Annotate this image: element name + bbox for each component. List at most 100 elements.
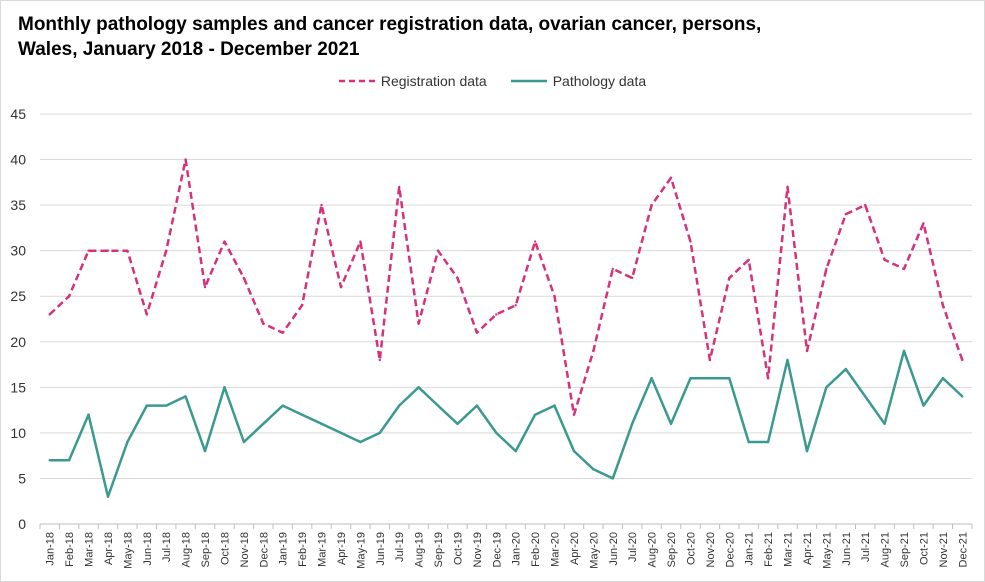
x-tick-label: Apr-21 — [802, 532, 814, 565]
data-point-registration — [475, 331, 479, 334]
data-point-registration — [378, 358, 381, 362]
data-point-registration — [223, 240, 226, 243]
data-point-registration — [126, 249, 129, 252]
x-tick-label: May-21 — [821, 532, 833, 569]
y-tick-label: 0 — [18, 516, 26, 532]
x-tick-label: Jul-21 — [860, 532, 872, 562]
data-point-pathology — [417, 386, 420, 389]
x-tick-label: Oct-21 — [918, 532, 930, 565]
data-point-pathology — [339, 431, 343, 435]
data-point-pathology — [281, 404, 284, 407]
data-point-registration — [941, 304, 945, 307]
data-point-registration — [145, 313, 148, 316]
data-point-pathology — [378, 431, 381, 435]
chart-legend: Registration data Pathology data — [0, 73, 985, 89]
data-point-registration — [572, 413, 576, 416]
data-point-pathology — [320, 422, 323, 425]
y-tick-label: 10 — [10, 425, 26, 441]
x-tick-label: Oct-20 — [685, 532, 697, 565]
chart-title-line-1: Monthly pathology samples and cancer reg… — [18, 14, 762, 35]
chart-title-line-2: Wales, January 2018 - December 2021 — [18, 39, 360, 60]
data-point-registration — [184, 158, 187, 161]
data-point-pathology — [864, 395, 867, 398]
data-point-registration — [883, 258, 886, 261]
x-tick-label: Sep-21 — [899, 532, 911, 567]
x-tick-label: Apr-20 — [569, 532, 581, 565]
data-point-registration — [805, 349, 809, 353]
data-point-pathology — [184, 395, 187, 398]
data-point-pathology — [203, 449, 207, 453]
data-point-registration — [728, 276, 731, 280]
data-point-pathology — [514, 449, 517, 453]
x-tick-label: Dec-18 — [258, 532, 270, 567]
data-point-pathology — [883, 422, 886, 425]
data-point-pathology — [572, 449, 576, 453]
x-tick-label: May-18 — [122, 532, 134, 569]
x-tick-label: Jan-18 — [45, 532, 57, 566]
y-tick-label: 40 — [10, 152, 26, 168]
data-point-registration — [203, 285, 207, 289]
data-point-registration — [398, 185, 401, 189]
data-point-registration — [786, 185, 789, 189]
x-tick-label: Aug-19 — [414, 532, 426, 567]
data-point-pathology — [436, 404, 440, 407]
data-point-registration — [650, 203, 653, 207]
x-tick-label: Mar-18 — [84, 532, 96, 567]
legend-item-pathology: Pathology data — [510, 73, 646, 89]
y-tick-label: 5 — [18, 470, 26, 486]
data-point-pathology — [689, 377, 692, 380]
data-point-pathology — [126, 440, 129, 444]
x-tick-label: Sep-20 — [666, 532, 678, 567]
x-tick-label: May-20 — [588, 532, 600, 569]
data-point-pathology — [145, 404, 148, 407]
data-point-registration — [436, 249, 440, 252]
data-point-registration — [48, 313, 51, 316]
data-point-registration — [766, 377, 770, 380]
data-point-registration — [495, 313, 498, 316]
data-point-registration — [689, 240, 692, 243]
data-point-registration — [417, 322, 420, 325]
x-tick-label: Mar-21 — [783, 532, 795, 567]
data-point-registration — [67, 295, 71, 298]
x-tick-label: Jun-20 — [608, 532, 620, 566]
x-tick-label: Nov-20 — [705, 532, 717, 567]
data-point-registration — [300, 304, 304, 307]
legend-item-registration: Registration data — [338, 73, 487, 89]
data-point-pathology — [165, 404, 168, 407]
data-point-pathology — [631, 422, 634, 425]
data-point-registration — [533, 240, 537, 243]
data-point-registration — [165, 249, 168, 252]
data-point-pathology — [87, 413, 90, 416]
data-point-pathology — [786, 358, 789, 362]
data-point-pathology — [844, 367, 847, 371]
data-point-registration — [339, 285, 343, 289]
data-point-pathology — [67, 459, 71, 462]
x-tick-label: Mar-19 — [317, 532, 329, 567]
legend-swatch-pathology — [510, 79, 547, 83]
x-tick-label: Mar-20 — [550, 532, 562, 567]
data-point-pathology — [533, 413, 537, 416]
x-tick-label: Jul-19 — [394, 532, 406, 562]
series-line-registration — [48, 158, 964, 416]
data-point-pathology — [553, 404, 556, 407]
data-point-registration — [592, 349, 595, 353]
x-tick-label: Oct-18 — [219, 532, 231, 565]
data-point-pathology — [902, 349, 906, 353]
y-tick-label: 25 — [10, 288, 26, 304]
data-point-pathology — [456, 422, 459, 425]
x-tick-label: Jan-20 — [511, 532, 523, 566]
data-point-pathology — [941, 377, 945, 380]
x-tick-label: Apr-19 — [336, 532, 348, 565]
data-point-registration — [631, 276, 634, 280]
data-point-pathology — [48, 459, 51, 462]
data-point-registration — [844, 213, 847, 216]
x-tick-label: Dec-20 — [724, 532, 736, 567]
data-point-registration — [902, 267, 906, 271]
data-point-registration — [864, 203, 867, 207]
data-point-pathology — [359, 440, 362, 444]
x-tick-label: Oct-19 — [452, 532, 464, 565]
data-point-pathology — [398, 404, 401, 407]
data-point-pathology — [300, 413, 304, 416]
data-point-pathology — [825, 386, 828, 389]
y-tick-label: 35 — [10, 197, 26, 213]
